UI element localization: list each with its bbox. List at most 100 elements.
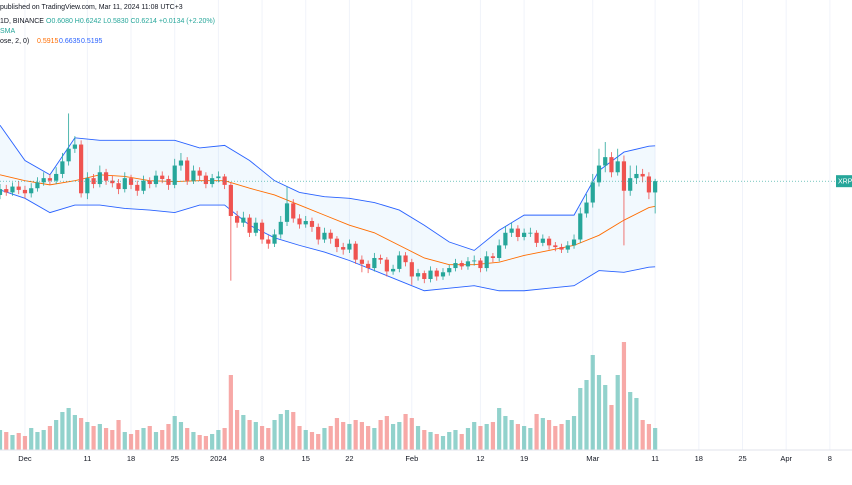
price-label: XRPU [838,179,852,186]
candle-body [259,222,265,240]
candle-body [653,181,658,193]
candle-body [79,144,84,194]
candle-body [465,261,471,267]
volume-bar [66,408,71,450]
candle-body [415,273,421,277]
volume-bar [590,355,595,450]
volume-bar [47,426,53,450]
candle-body [272,234,277,244]
candle-body [453,263,458,269]
volume-bar [447,432,452,450]
candle-body [384,259,389,272]
volume-bar [341,422,346,450]
x-tick-label: 8 [828,454,832,463]
candle-body [253,222,258,233]
volume-bar [522,426,527,450]
volume-bar [0,430,3,450]
candle-body [10,186,15,193]
candle-body [578,213,583,240]
x-tick-label: 8 [260,454,264,463]
candle-body [116,183,121,190]
x-tick-label: 15 [302,454,310,463]
volume-bar [646,424,652,450]
candle-body [372,257,377,269]
volume-bar [422,430,427,450]
volume-bar [640,420,645,450]
x-tick-label: Feb [405,454,418,463]
candle-body [210,178,215,185]
x-tick-label: 11 [651,454,659,463]
volume-bar [178,422,184,450]
candle-body [390,268,396,272]
x-tick-label: Apr [780,454,792,463]
x-tick-label: 19 [520,454,528,463]
volume-pane [0,342,658,450]
volume-bar [434,434,439,450]
ohlc-values: O0.6080 H0.6242 L0.5830 C0.6214 +0.0134 … [46,18,215,25]
candle-body [366,263,371,269]
volume-bar [284,410,290,450]
volume-bar [266,428,271,450]
volume-bar [197,435,202,450]
candle-body [103,172,109,181]
volume-bar [372,428,377,450]
candle-body [216,176,221,179]
volume-bar [578,388,583,450]
candle-body [47,178,53,181]
candle-body [191,170,196,181]
volume-bar [79,418,84,450]
candle-body [609,157,614,173]
volume-bar [384,416,389,450]
candle-body [54,173,59,181]
volume-bar [546,420,552,450]
candle-body [490,256,496,258]
header-line: published on TradingView.com, Mar 11, 20… [0,4,183,11]
candle-body [66,148,71,162]
x-tick-label: 11 [83,454,91,463]
candle-body [397,255,402,269]
candle-body [122,178,127,190]
candle-body [297,218,302,225]
lower-band [0,189,656,292]
candle-body [22,189,28,194]
volume-bar [116,420,121,450]
volume-bar [353,420,358,450]
candle-body [534,232,539,243]
candle-body [278,221,283,235]
candle-body [228,184,233,216]
price-label-box [836,175,852,188]
candle-body [341,247,346,250]
candle-body [515,228,520,237]
candle-body [234,215,240,223]
volume-bar [359,422,364,450]
candle-body [509,228,514,233]
x-tick-label: 18 [695,454,703,463]
volume-bar [135,430,140,450]
volume-bar [160,430,165,450]
volume-bar [128,434,134,450]
volume-bar [415,426,421,450]
volume-bar [653,428,658,450]
candle-body [110,180,115,184]
volume-bar [465,428,471,450]
candle-body [347,243,352,250]
candle-body [303,221,308,225]
volume-bar [316,434,321,450]
candle-body [447,268,452,273]
volume-bar [609,405,614,450]
candle-body [459,263,464,267]
volume-bar [509,420,514,450]
upper-band [0,124,656,251]
volume-bar [141,428,146,450]
volume-bar [403,414,408,450]
volume-bar [110,430,115,450]
candle-body [309,221,315,227]
volume-bar [615,375,620,450]
candle-body [128,178,134,185]
volume-bar [166,424,171,450]
volume-bar [241,415,246,450]
volume-bar [397,422,402,450]
volume-bar [484,424,489,450]
candle-body [97,172,102,185]
candle-body [478,260,483,269]
